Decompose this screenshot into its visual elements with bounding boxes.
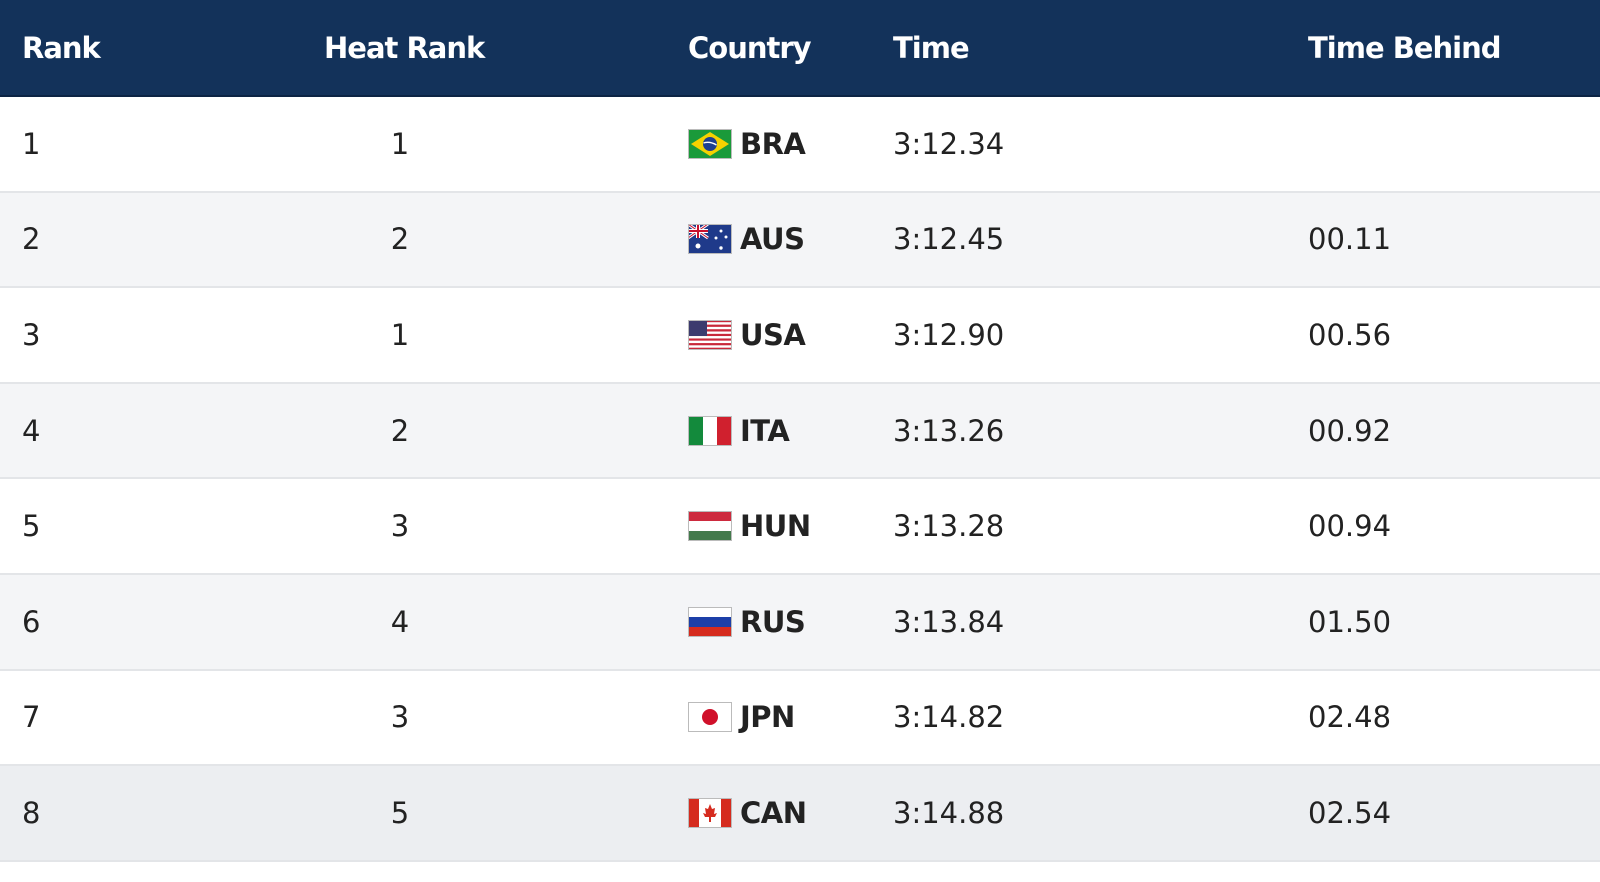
rank-cell: 2 (22, 222, 41, 257)
country-code: RUS (740, 604, 806, 639)
heat-rank-cell: 1 (390, 317, 410, 352)
country-cell: RUS (688, 575, 806, 669)
rank-cell: 5 (22, 509, 41, 544)
heat-rank-cell: 5 (390, 795, 410, 830)
table-header: Rank Heat Rank Country Time Time Behind (0, 0, 1600, 97)
column-header: Time (893, 30, 970, 65)
country-code: USA (740, 317, 806, 352)
country-code: HUN (740, 509, 811, 544)
table-row: 3 1 USA 3:12.90 00.56 (0, 288, 1600, 384)
column-header: Time Behind (1308, 30, 1501, 65)
flag-icon (688, 319, 732, 350)
column-header: Rank (22, 30, 101, 65)
time-cell: 3:13.26 (893, 413, 1005, 448)
country-code: BRA (740, 126, 806, 161)
table-row: 6 4 RUS 3:13.84 01.50 (0, 575, 1600, 671)
time-behind-cell: 00.56 (1308, 317, 1392, 352)
flag-icon (688, 224, 732, 255)
country-cell: CAN (688, 766, 807, 860)
time-behind-cell: 02.54 (1308, 795, 1392, 830)
heat-rank-cell: 2 (390, 222, 410, 257)
time-cell: 3:13.28 (893, 509, 1005, 544)
flag-icon (688, 415, 732, 446)
country-code: AUS (740, 222, 805, 257)
table-row: 1 1 BRA 3:12.34 (0, 97, 1600, 193)
country-cell: AUS (688, 193, 805, 287)
time-behind-cell: 01.50 (1308, 604, 1392, 639)
rank-cell: 1 (22, 126, 41, 161)
country-cell: BRA (688, 97, 806, 191)
time-behind-cell: 00.94 (1308, 509, 1392, 544)
country-code: CAN (740, 795, 807, 830)
heat-rank-cell: 4 (390, 604, 410, 639)
heat-rank-cell: 2 (390, 413, 410, 448)
table-row: 2 2 AUS 3:12.45 00.11 (0, 192, 1600, 289)
table-row: 8 5 CAN 3:14.88 02.54 (0, 766, 1600, 862)
country-cell: USA (688, 288, 806, 382)
flag-icon (688, 128, 732, 159)
time-cell: 3:12.34 (893, 126, 1005, 161)
time-behind-cell: 00.92 (1308, 413, 1392, 448)
heat-rank-cell: 3 (390, 700, 410, 735)
time-cell: 3:13.84 (893, 604, 1005, 639)
flag-icon (688, 511, 732, 542)
time-behind-cell: 02.48 (1308, 700, 1392, 735)
table-row: 7 3 JPN 3:14.82 02.48 (0, 671, 1600, 767)
time-cell: 3:14.82 (893, 700, 1005, 735)
time-cell: 3:14.88 (893, 795, 1005, 830)
rank-cell: 6 (22, 604, 41, 639)
flag-icon (688, 702, 732, 733)
rank-cell: 8 (22, 795, 41, 830)
country-cell: HUN (688, 479, 811, 573)
time-behind-cell: 00.11 (1308, 222, 1392, 257)
time-cell: 3:12.45 (893, 222, 1005, 257)
time-cell: 3:12.90 (893, 317, 1005, 352)
country-cell: JPN (688, 671, 795, 765)
country-cell: ITA (688, 384, 790, 478)
table-row: 5 3 HUN 3:13.28 00.94 (0, 479, 1600, 575)
country-code: JPN (740, 700, 795, 735)
flag-icon (688, 606, 732, 637)
flag-icon (688, 797, 732, 828)
column-header: Heat Rank (324, 30, 485, 65)
column-header: Country (688, 30, 812, 65)
rank-cell: 4 (22, 413, 41, 448)
heat-rank-cell: 1 (390, 126, 410, 161)
rank-cell: 7 (22, 700, 41, 735)
heat-rank-cell: 3 (390, 509, 410, 544)
rank-cell: 3 (22, 317, 41, 352)
table-row: 4 2 ITA 3:13.26 00.92 (0, 383, 1600, 480)
country-code: ITA (740, 413, 790, 448)
